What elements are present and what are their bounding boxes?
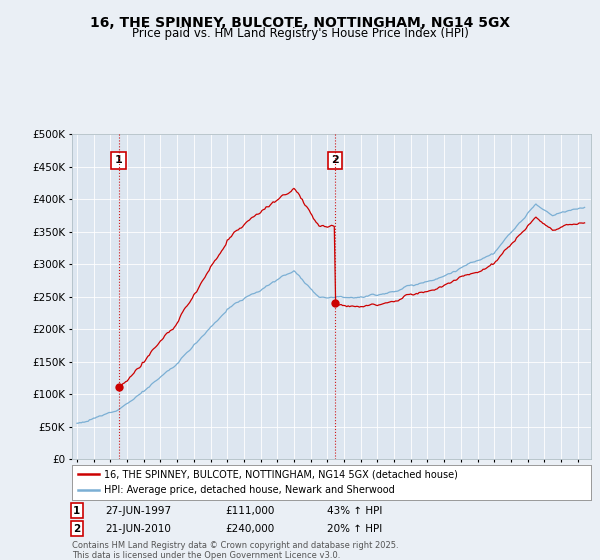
Text: £111,000: £111,000 (225, 506, 274, 516)
Text: 20% ↑ HPI: 20% ↑ HPI (327, 524, 382, 534)
Text: HPI: Average price, detached house, Newark and Sherwood: HPI: Average price, detached house, Newa… (104, 485, 395, 495)
Text: £240,000: £240,000 (225, 524, 274, 534)
Text: 16, THE SPINNEY, BULCOTE, NOTTINGHAM, NG14 5GX: 16, THE SPINNEY, BULCOTE, NOTTINGHAM, NG… (90, 16, 510, 30)
Text: 1: 1 (115, 155, 122, 165)
Text: 1: 1 (73, 506, 80, 516)
Text: 16, THE SPINNEY, BULCOTE, NOTTINGHAM, NG14 5GX (detached house): 16, THE SPINNEY, BULCOTE, NOTTINGHAM, NG… (104, 469, 458, 479)
Text: 27-JUN-1997: 27-JUN-1997 (105, 506, 171, 516)
Text: 2: 2 (331, 155, 339, 165)
Text: Contains HM Land Registry data © Crown copyright and database right 2025.
This d: Contains HM Land Registry data © Crown c… (72, 541, 398, 560)
Text: 43% ↑ HPI: 43% ↑ HPI (327, 506, 382, 516)
Text: 2: 2 (73, 524, 80, 534)
Text: Price paid vs. HM Land Registry's House Price Index (HPI): Price paid vs. HM Land Registry's House … (131, 27, 469, 40)
Text: 21-JUN-2010: 21-JUN-2010 (105, 524, 171, 534)
